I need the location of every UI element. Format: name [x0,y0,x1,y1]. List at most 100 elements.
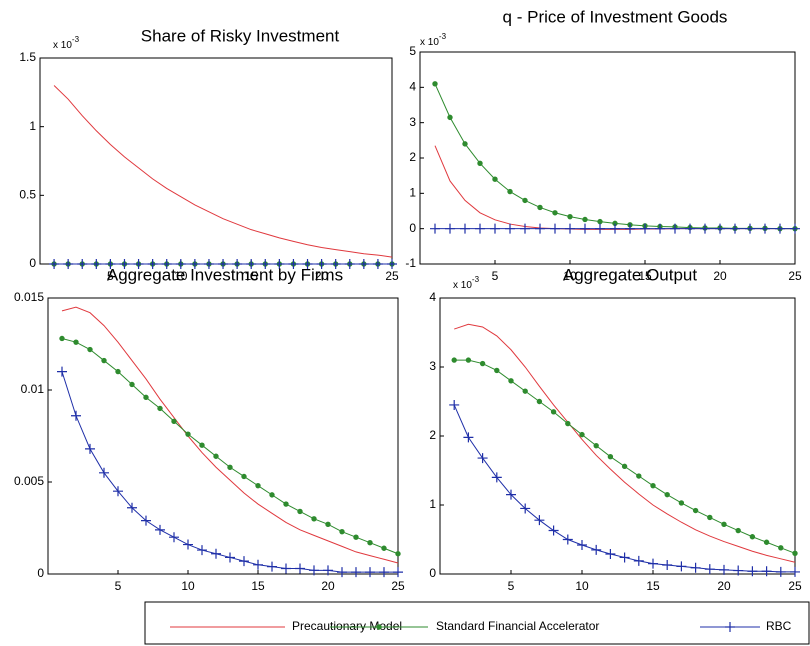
marker-dot [143,394,149,401]
marker-dot [432,81,438,87]
x-tick-label: 25 [788,269,802,283]
marker-dot [792,550,798,556]
marker-dot [552,210,558,216]
y-tick-label: 2 [429,428,436,442]
marker-plus [610,223,620,234]
marker-plus [358,259,369,269]
marker-dot [129,381,135,388]
marker-plus [491,472,502,483]
plot-area [439,297,796,575]
y-tick-label: 1 [409,186,416,200]
marker-plus [625,223,635,234]
marker-dot [59,335,65,342]
legend-label: Precautionary Model [292,619,402,633]
marker-plus [253,559,263,570]
marker-plus [520,223,530,234]
marker-plus [161,259,172,269]
marker-plus [520,503,531,514]
y-tick-label: 0 [429,566,436,580]
marker-plus [379,567,389,578]
y-tick-label: 0.015 [14,290,44,304]
marker-dot [636,473,642,479]
y-tick-label: 4 [429,290,436,304]
marker-dot [73,339,79,345]
marker-plus [490,223,500,234]
marker-dot [227,464,233,470]
marker-plus [372,259,383,269]
marker-dot [593,442,599,449]
marker-dot [171,418,177,424]
marker-plus [506,489,516,500]
marker-plus [733,565,744,576]
marker-dot [199,442,205,448]
scale-label: x 10-3 [453,275,480,291]
marker-plus [565,223,575,234]
marker-dot [565,420,571,427]
marker-plus [548,525,559,536]
marker-dot [537,204,543,211]
marker-plus [605,548,616,559]
y-tick-label: 1 [29,119,36,133]
marker-dot [213,453,219,459]
marker-plus [155,524,165,535]
marker-dot [465,357,472,363]
marker-plus [747,566,758,577]
marker-plus [655,223,665,234]
x-tick-label: 5 [508,579,515,593]
marker-plus [761,566,772,577]
marker-dot [721,521,727,528]
marker-dot [607,454,614,460]
marker-plus [640,223,650,234]
marker-plus [690,562,701,573]
marker-plus [775,223,785,234]
scale-exponent: -3 [472,275,480,284]
marker-plus [119,259,130,269]
marker-plus [475,223,485,234]
marker-dot [367,540,373,546]
series-line [61,306,399,564]
x-tick-label: 15 [638,269,652,283]
marker-plus [274,259,285,269]
marker-plus [147,259,158,269]
marker-dot [381,545,387,551]
marker-plus [580,223,590,234]
marker-dot [749,534,756,540]
marker-plus [591,544,602,555]
marker-dot [297,508,303,515]
marker-plus [113,486,123,497]
marker-plus [648,558,658,569]
marker-dot [157,405,163,412]
marker-dot [567,213,573,220]
x-tick-label: 15 [646,579,660,593]
marker-plus [715,223,725,234]
marker-dot [325,521,331,528]
x-tick-label: 10 [181,579,195,593]
marker-dot [522,388,528,394]
y-tick-label: 3 [409,115,416,129]
marker-plus [175,259,186,269]
marker-plus [670,223,680,234]
marker-plus [316,259,327,269]
y-tick-label: 1.5 [19,50,36,64]
y-tick-label: 4 [409,80,416,94]
chart-title: Aggregate Output [563,265,697,284]
marker-plus [775,566,786,577]
marker-plus [725,622,735,632]
marker-plus [127,502,137,513]
x-tick-label: 20 [717,579,731,593]
legend-label: RBC [766,619,792,633]
x-tick-label: 5 [115,579,122,593]
scale-exponent: -3 [439,32,447,41]
x-tick-label: 10 [174,269,188,283]
marker-plus [141,515,151,526]
marker-plus [260,259,271,269]
marker-plus [189,259,200,269]
marker-dot [479,360,486,367]
y-tick-label: 2 [409,150,416,164]
marker-dot [477,160,483,167]
marker-dot [692,507,699,514]
marker-dot [395,551,401,557]
marker-plus [197,545,207,556]
y-tick-label: -1 [405,256,416,270]
marker-plus [183,539,193,550]
